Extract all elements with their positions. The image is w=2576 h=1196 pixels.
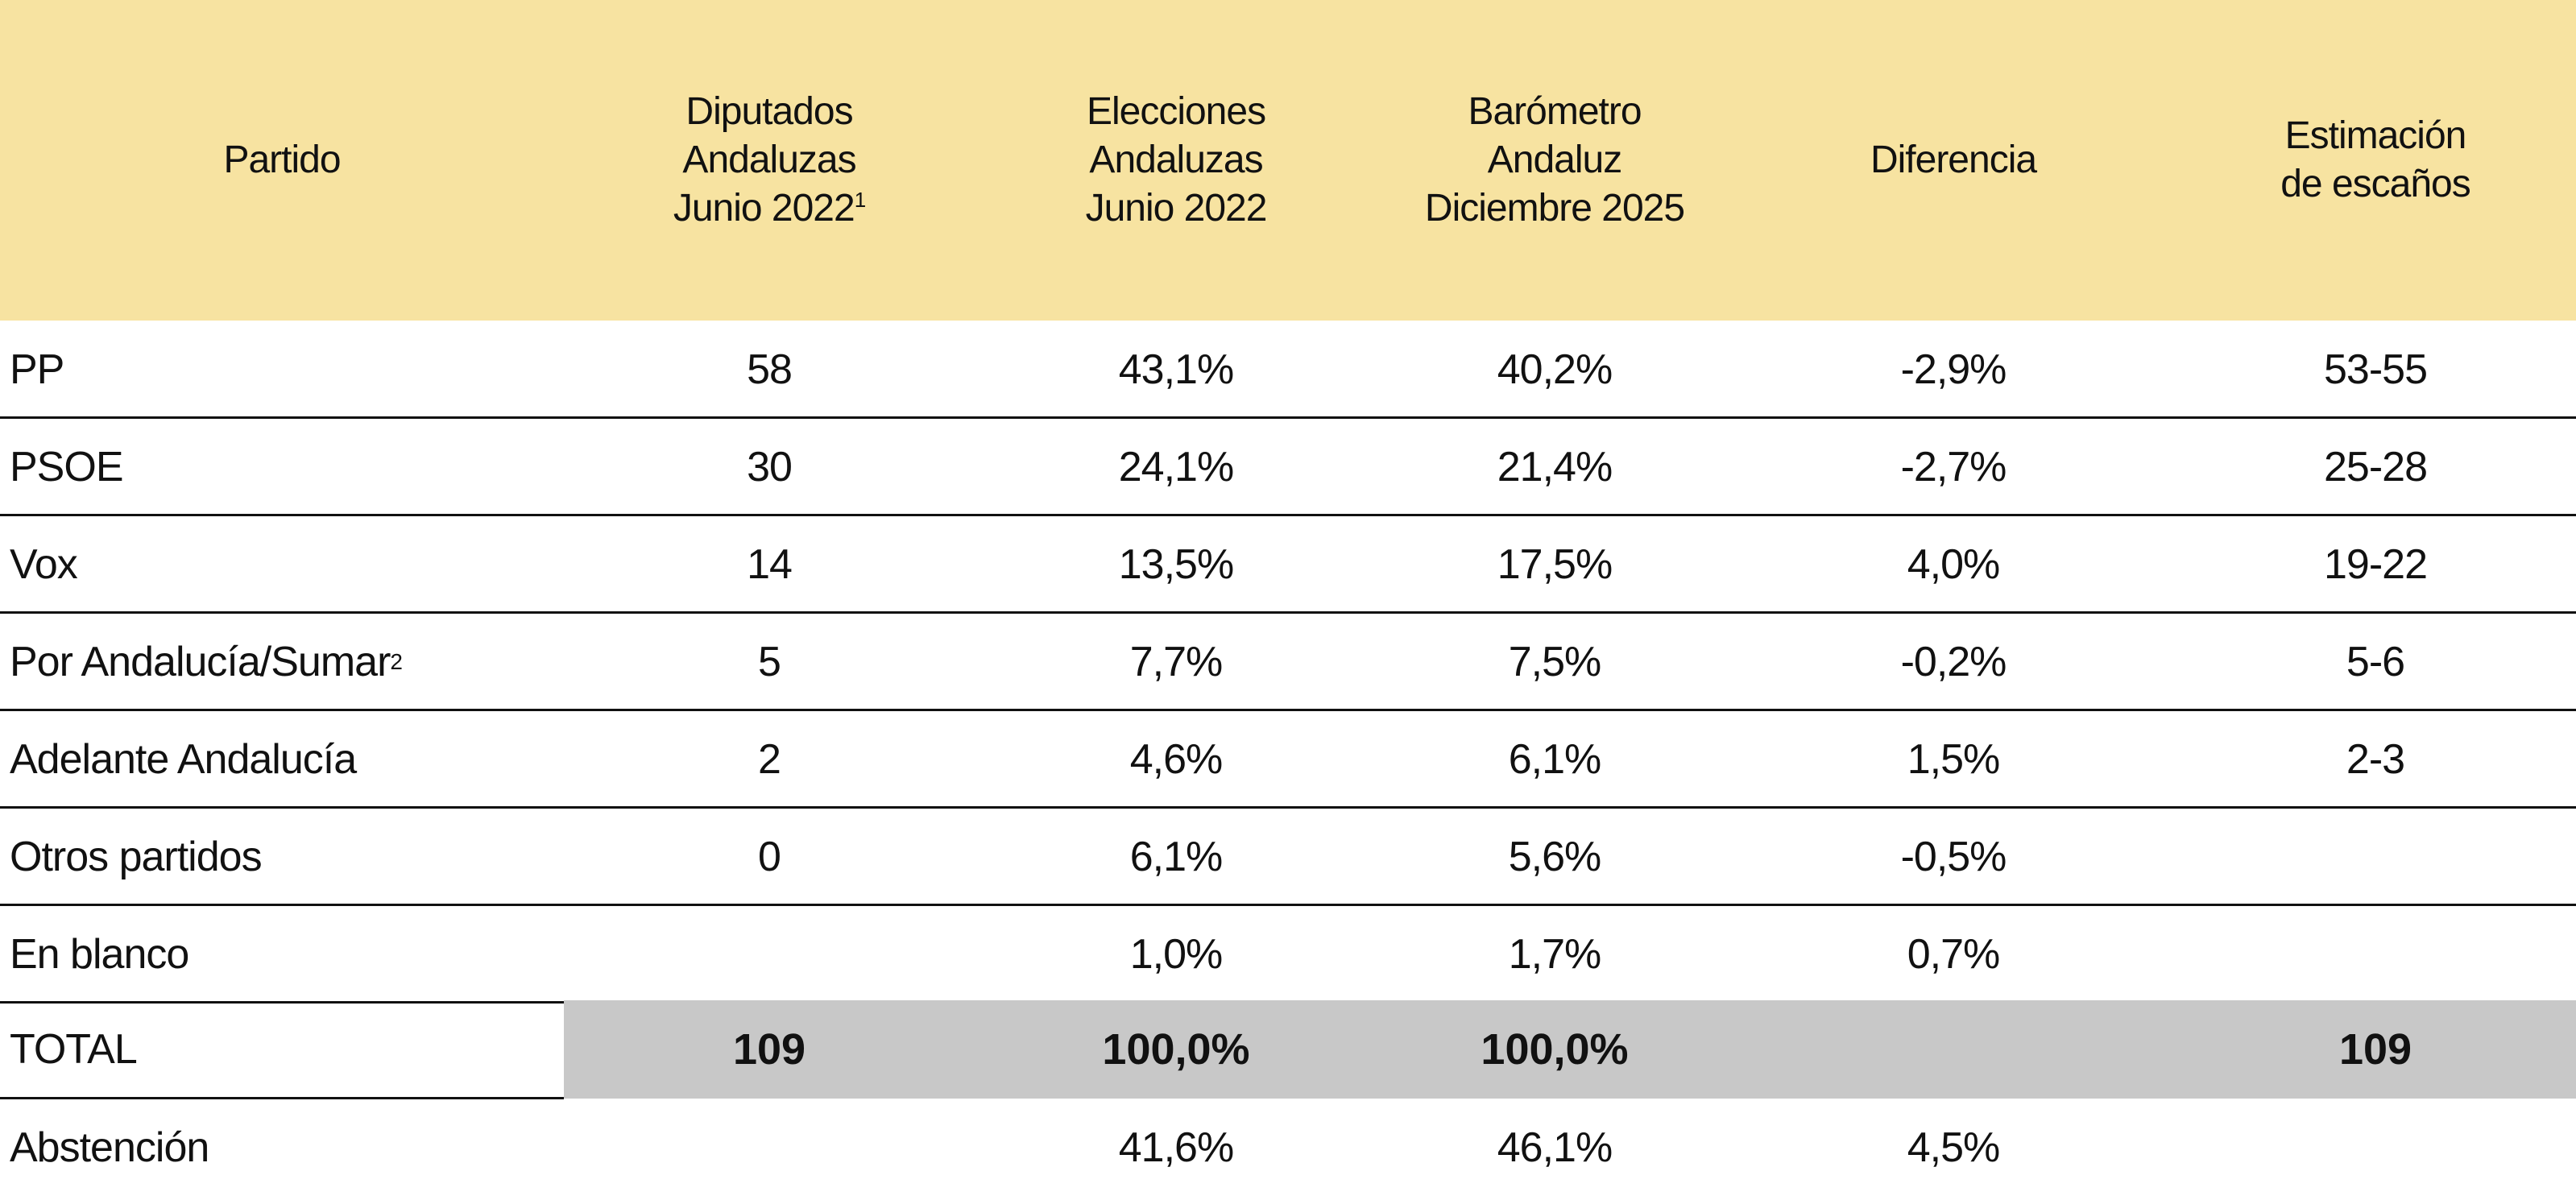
column-header: Diferencia — [1732, 0, 2175, 321]
data-cell — [1732, 1000, 2175, 1098]
column-header-label: Partido — [223, 139, 341, 181]
data-cell: -0,5% — [1900, 833, 2007, 880]
data-cell: 109 — [732, 1024, 806, 1074]
column-header-label: Barómetro Andaluz Diciembre 2025 — [1424, 90, 1685, 230]
data-cell: 58 — [747, 346, 793, 393]
column-header: Barómetro Andaluz Diciembre 2025 — [1377, 0, 1732, 321]
party-label: Por Andalucía/Sumar — [10, 638, 391, 685]
party-label: TOTAL — [10, 1025, 138, 1073]
row-divider — [0, 709, 2576, 711]
table-row: Vox 14 13,5% 17,5% 4,0% 19-22 — [0, 515, 2576, 613]
party-name: Otros partidos — [0, 808, 564, 905]
data-cell: 30 — [747, 443, 793, 490]
data-cell: 109 — [2338, 1024, 2412, 1074]
party-name: Abstención — [0, 1099, 564, 1196]
data-cell: 5,6% — [1508, 833, 1602, 880]
data-cell: 19-22 — [2324, 540, 2428, 588]
row-divider — [0, 904, 2576, 906]
data-cell: 41,6% — [1118, 1124, 1234, 1171]
data-cell: 7,5% — [1508, 638, 1602, 685]
data-cell: 1,5% — [1907, 735, 2001, 783]
column-header-label: Estimación de escaños — [2280, 114, 2471, 205]
total-row: TOTAL 109 100,0% 100,0% 109 — [0, 1000, 2576, 1098]
table-row: PP 58 43,1% 40,2% -2,9% 53-55 — [0, 321, 2576, 418]
data-cell: 1,0% — [1129, 930, 1224, 978]
party-label: PP — [10, 346, 64, 393]
abstention-row: Abstención 41,6% 46,1% 4,5% — [0, 1099, 2576, 1196]
data-cell: 5-6 — [2346, 638, 2405, 685]
party-label: Vox — [10, 540, 78, 588]
data-cell: 0,7% — [1907, 930, 2001, 978]
column-header-label: Diferencia — [1870, 139, 2037, 181]
data-cell: 13,5% — [1118, 540, 1234, 588]
column-header: Estimación de escaños — [2175, 0, 2576, 321]
row-divider — [0, 514, 2576, 516]
party-name: En blanco — [0, 905, 564, 1003]
party-name: Vox — [0, 515, 564, 613]
total-row-divider — [0, 1097, 564, 1099]
data-cell — [2175, 905, 2576, 1003]
data-cell: 21,4% — [1497, 443, 1613, 490]
data-cell: 43,1% — [1118, 346, 1234, 393]
column-header: Partido — [0, 0, 564, 321]
table-row: Otros partidos 0 6,1% 5,6% -0,5% — [0, 808, 2576, 905]
data-cell — [564, 1099, 975, 1196]
data-cell: 25-28 — [2324, 443, 2428, 490]
data-cell: 4,0% — [1907, 540, 2001, 588]
data-cell: 0 — [758, 833, 781, 880]
data-cell: 100,0% — [1481, 1024, 1629, 1074]
column-header: Diputados Andaluzas Junio 20221 — [564, 0, 975, 321]
party-name: Por Andalucía/Sumar 2 — [10, 638, 403, 685]
party-name: Adelante Andalucía — [0, 710, 564, 808]
data-cell: 2-3 — [2346, 735, 2405, 783]
table-header: Partido Diputados Andaluzas Junio 20221 El… — [0, 0, 2576, 321]
party-label: Adelante Andalucía — [10, 735, 357, 783]
table-row: Por Andalucía/Sumar 2 5 7,7% 7,5% -0,2% 5-6 — [0, 613, 2576, 710]
data-cell: 4,5% — [1907, 1124, 2001, 1171]
data-cell: -0,2% — [1900, 638, 2007, 685]
data-cell — [564, 905, 975, 1003]
party-label: Otros partidos — [10, 833, 263, 880]
data-cell: 14 — [747, 540, 793, 588]
footnote-marker: 1 — [854, 188, 867, 212]
party-name: PSOE — [0, 418, 564, 515]
row-divider — [0, 611, 2576, 614]
total-row-background — [564, 1000, 2576, 1099]
data-cell: 6,1% — [1129, 833, 1224, 880]
data-cell: 5 — [758, 638, 781, 685]
data-cell: 46,1% — [1497, 1124, 1613, 1171]
row-divider — [0, 416, 2576, 419]
data-cell — [2175, 1099, 2576, 1196]
party-label: En blanco — [10, 930, 189, 978]
row-divider — [0, 806, 2576, 809]
column-header-label: Elecciones Andaluzas Junio 2022 — [1085, 90, 1268, 230]
party-name: PP — [0, 321, 564, 418]
data-cell: 6,1% — [1508, 735, 1602, 783]
data-cell: 7,7% — [1129, 638, 1224, 685]
data-cell — [2175, 808, 2576, 905]
data-cell: 24,1% — [1118, 443, 1234, 490]
party-name: TOTAL — [0, 1000, 564, 1098]
data-cell: 40,2% — [1497, 346, 1613, 393]
party-label: Abstención — [10, 1124, 209, 1171]
data-cell: -2,7% — [1900, 443, 2007, 490]
data-cell: 2 — [758, 735, 781, 783]
data-cell: 4,6% — [1129, 735, 1224, 783]
party-label: PSOE — [10, 443, 123, 490]
data-cell: 53-55 — [2324, 346, 2428, 393]
column-header: Elecciones Andaluzas Junio 2022 — [975, 0, 1377, 321]
data-cell: 1,7% — [1508, 930, 1602, 978]
table-row: PSOE 30 24,1% 21,4% -2,7% 25-28 — [0, 418, 2576, 515]
data-cell: -2,9% — [1900, 346, 2007, 393]
column-header-label: Diputados Andaluzas Junio 20221 — [673, 90, 867, 230]
table-row: Adelante Andalucía 2 4,6% 6,1% 1,5% 2-3 — [0, 710, 2576, 808]
data-cell: 17,5% — [1497, 540, 1613, 588]
table-row: En blanco 1,0% 1,7% 0,7% — [0, 905, 2576, 1003]
data-cell: 100,0% — [1102, 1024, 1250, 1074]
